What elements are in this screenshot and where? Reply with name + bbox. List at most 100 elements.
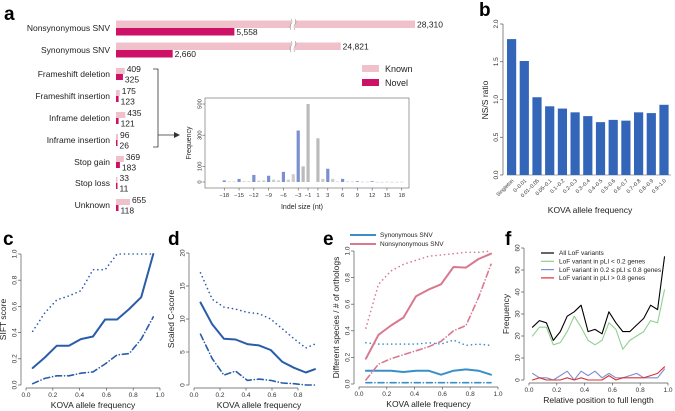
x-axis-label: KOVA allele frequency [548, 205, 633, 215]
x-axis-label: Indel size (nt) [281, 204, 323, 211]
category-label: Unknown [75, 200, 111, 210]
bar-value-label: 11 [120, 184, 129, 194]
series-line-dotted [31, 253, 155, 333]
x-tick-label: 0.6 [102, 392, 111, 399]
y-tick-label: 1.5 [493, 57, 500, 66]
series-line-dashdot [199, 333, 316, 386]
x-tick-label: 0.6 [438, 391, 447, 398]
histogram-bar [276, 180, 281, 182]
histogram-bar [267, 175, 271, 182]
y-tick-label: 20 [515, 332, 522, 340]
y-tick-label: 15 [180, 282, 187, 290]
bar-value-label: 5,558 [236, 27, 258, 37]
series-line-dashdot [365, 263, 492, 381]
bar-novel [116, 162, 120, 168]
bar [634, 112, 644, 175]
x-tick-label: 0.4 [75, 392, 84, 399]
y-tick-label: 40 [515, 288, 522, 296]
y-tick-label: 0.6 [12, 302, 19, 311]
histogram-bar [340, 178, 345, 182]
histogram-bar [291, 174, 295, 182]
bar [545, 106, 555, 175]
x-tick-label: 0.6 [267, 392, 276, 399]
x-tick-label: 1.0 [663, 387, 672, 394]
histogram-bar [301, 166, 305, 182]
histogram-bar [247, 181, 251, 182]
histogram-bar [227, 181, 231, 183]
bar [608, 119, 618, 175]
axis-break-gap [291, 41, 295, 52]
bar-value-label: 325 [125, 75, 139, 85]
x-tick-label: 0.2 [382, 391, 391, 398]
y-tick-label: 0.0 [12, 380, 19, 389]
x-tick-label: 0.8 [636, 387, 645, 394]
x-tick-label: 0.4 [241, 392, 250, 399]
bar [595, 122, 606, 175]
histogram-bar [345, 181, 350, 183]
histogram-bar [237, 178, 241, 182]
bracket [153, 68, 159, 148]
bar-value-label: 409 [127, 64, 141, 74]
inset-plot-frame [204, 97, 410, 189]
bar-value-label: 369 [126, 152, 140, 162]
y-axis-label: SIFT score [0, 299, 8, 341]
bar-known [116, 68, 125, 74]
series-line-solid [199, 301, 316, 374]
bar-value-label: 24,821 [343, 42, 369, 52]
x-axis-label: KOVA allele frequency [386, 399, 471, 409]
legend-label: Nonsynonymous SNV [380, 241, 444, 248]
y-tick-label: 5 [180, 350, 187, 354]
y-tick-label: 300 [198, 130, 204, 140]
x-axis-label: KOVA allele frequency [217, 400, 302, 410]
axis-break-gap [291, 19, 295, 30]
category-label: Stop gain [74, 157, 110, 167]
x-tick-label: 0.4 [410, 391, 419, 398]
axis-break-icon [289, 40, 297, 53]
x-tick-label: −6 [280, 193, 287, 199]
x-tick-label: 9 [356, 193, 359, 199]
bar-known [116, 42, 341, 50]
legend-label: Synonymous SNV [380, 232, 433, 239]
bar-known [116, 156, 124, 162]
legend-label: Known [385, 64, 413, 74]
bar-novel [116, 118, 119, 124]
x-axis-label: KOVA allele frequency [51, 400, 136, 410]
bar-novel [116, 74, 123, 80]
y-tick-label: 500 [198, 99, 204, 109]
y-tick-label: 0.6 [345, 299, 352, 308]
x-tick-label: 0.8 [466, 391, 475, 398]
histogram-bar [395, 181, 399, 183]
bar-novel [116, 96, 119, 102]
y-tick-label: 0 [180, 383, 187, 387]
legend-label: Novel [385, 78, 408, 88]
category-label: Frameshift insertion [35, 91, 110, 101]
category-label: Frameshift deletion [38, 69, 111, 79]
y-tick-label: 0 [198, 180, 204, 183]
x-tick-label: Singleton [496, 178, 516, 198]
y-tick-label: 1.0 [12, 249, 19, 258]
y-tick-label: 0.5 [493, 132, 500, 141]
y-tick-label: 0.0 [493, 170, 500, 179]
bar-value-label: 183 [122, 163, 136, 173]
y-tick-label: 0.0 [345, 379, 352, 388]
legend-swatch [362, 79, 379, 86]
bar [646, 113, 656, 175]
series-line-solid [531, 366, 666, 381]
y-axis-label: Different species / # of orthologs [331, 257, 341, 379]
bar-value-label: 26 [120, 141, 130, 151]
x-tick-label: 0.8 [293, 392, 302, 399]
x-tick-label: 1 [316, 193, 319, 199]
bar [583, 116, 593, 175]
histogram-bar [336, 181, 340, 183]
legend-label: LoF variant in pLI < 0.2 genes [559, 259, 646, 266]
y-tick-label: 20 [180, 249, 187, 257]
panel-label-a: a [4, 4, 15, 25]
bar-novel [116, 50, 173, 58]
panel-label-c: c [3, 229, 14, 250]
bar-value-label: 123 [121, 97, 135, 107]
x-tick-label: 0.9–1.0 [651, 178, 668, 195]
bar-value-label: 33 [120, 173, 130, 183]
y-tick-label: 1.0 [345, 246, 352, 255]
x-tick-label: −3 [295, 193, 302, 199]
x-tick-label: −12 [249, 193, 259, 199]
